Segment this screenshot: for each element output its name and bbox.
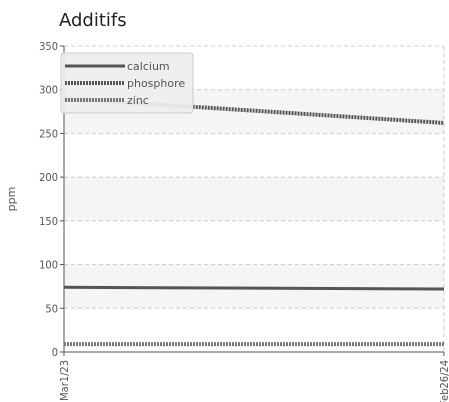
y-tick-label: 250 bbox=[39, 127, 58, 140]
plot-background-bands bbox=[64, 89, 444, 309]
legend-label-calcium: calcium bbox=[127, 60, 170, 73]
y-tick-label: 200 bbox=[39, 171, 58, 184]
chart-title: Additifs bbox=[59, 10, 127, 31]
y-tick-label: 350 bbox=[39, 40, 58, 53]
y-axis-label: ppm bbox=[5, 187, 18, 212]
series-line-calcium bbox=[63, 285, 445, 291]
y-tick-label: 100 bbox=[39, 259, 58, 272]
plot-band bbox=[64, 177, 444, 221]
legend: calcium phosphore zinc bbox=[60, 52, 194, 114]
y-tick-label: 50 bbox=[45, 302, 58, 315]
x-tick-label: Mar1/23 bbox=[58, 360, 71, 401]
legend-label-phosphore: phosphore bbox=[127, 77, 185, 90]
x-tick-label: Feb26/24 bbox=[438, 360, 449, 402]
x-axis-ticks: Mar1/23 Feb26/24 bbox=[58, 352, 449, 402]
y-tick-label: 300 bbox=[39, 84, 58, 97]
legend-label-zinc: zinc bbox=[127, 94, 149, 107]
y-tick-label: 150 bbox=[39, 215, 58, 228]
y-axis-ticks: 0 50 100 150 200 250 300 350 bbox=[39, 40, 64, 359]
y-tick-label: 0 bbox=[52, 346, 58, 359]
